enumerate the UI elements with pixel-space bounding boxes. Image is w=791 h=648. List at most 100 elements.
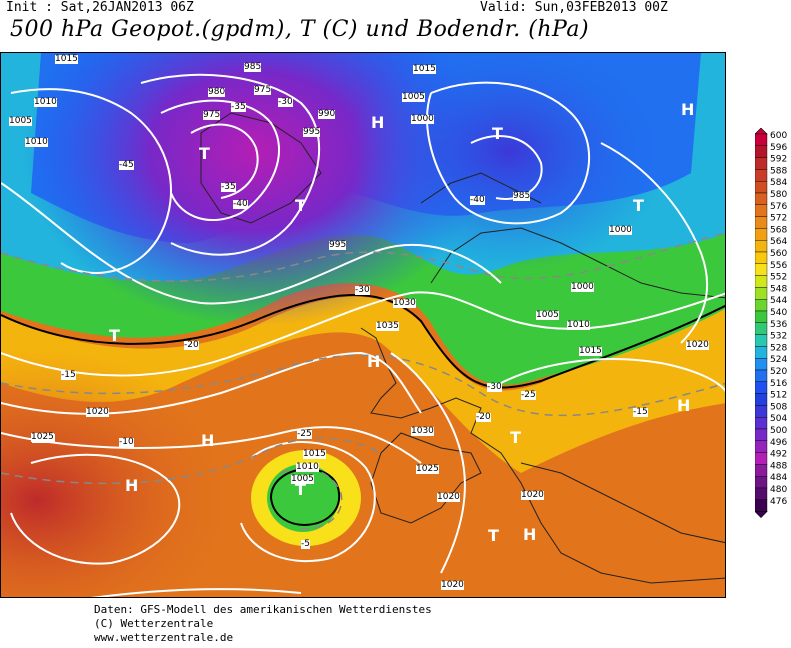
isobar-label: 1000 [571, 282, 594, 292]
isobar-label: 1005 [536, 310, 559, 320]
isotherm-label: -35 [221, 182, 236, 192]
legend-swatch [754, 145, 768, 158]
legend-level-label: 524 [770, 355, 787, 365]
legend-level-label: 548 [770, 284, 787, 294]
low-pressure-symbol: T [488, 526, 499, 545]
isobar-label: 1020 [86, 407, 109, 417]
legend-swatch [754, 334, 768, 347]
isotherm-label: -5 [301, 539, 310, 549]
low-pressure-symbol: T [295, 480, 306, 499]
legend-swatch [754, 310, 768, 324]
isotherm-label: -10 [119, 437, 134, 447]
high-pressure-symbol: H [681, 100, 695, 119]
isobar-label: 985 [244, 62, 262, 72]
legend-swatch [754, 133, 768, 147]
weather-map-canvas [1, 53, 725, 597]
legend-level-label: 572 [770, 214, 787, 224]
isobar-label: 1015 [55, 54, 78, 64]
legend-swatch [754, 239, 768, 253]
legend-swatch [754, 298, 768, 312]
legend-level-label: 552 [770, 273, 787, 283]
isobar-label: 1030 [411, 426, 434, 436]
legend-level-label: 532 [770, 332, 787, 342]
legend-swatch [754, 417, 768, 430]
legend-swatch [754, 440, 768, 453]
legend-level-label: 528 [770, 343, 787, 353]
isotherm-label: -25 [521, 390, 536, 400]
legend-level-label: 600 [770, 131, 787, 141]
legend-swatch [754, 357, 768, 371]
low-pressure-symbol: T [199, 144, 210, 163]
isobar-label: 1000 [411, 114, 434, 124]
isobar-label: 975 [203, 110, 221, 120]
legend-swatch [754, 275, 768, 288]
legend-level-label: 568 [770, 225, 787, 235]
high-pressure-symbol: H [523, 525, 537, 544]
isobar-label: 980 [208, 87, 226, 97]
data-source: Daten: GFS-Modell des amerikanischen Wet… [94, 603, 432, 616]
cutoff-low-inner [267, 464, 339, 532]
legend-level-label: 504 [770, 414, 787, 424]
color-scale-legend: 600 596 592 588 584 580 576 572 568 564 560 556 552 5… [754, 127, 791, 533]
legend-swatch [754, 169, 768, 182]
legend-swatch [754, 157, 768, 170]
isotherm-label: -40 [470, 195, 485, 205]
isotherm-label: -15 [633, 407, 648, 417]
legend-bottom-arrow [754, 511, 768, 519]
legend-swatch [754, 228, 768, 241]
isobar-label: 1025 [416, 464, 439, 474]
map-title: 500 hPa Geopot.(gpdm), T (C) und Bodendr… [10, 17, 590, 42]
legend-level-label: 556 [770, 261, 787, 271]
isobar-label: 1020 [437, 492, 460, 502]
legend-swatch [754, 487, 768, 501]
isobar-label: 975 [254, 85, 272, 95]
isotherm-label: -20 [184, 340, 199, 350]
isobar-label: 1015 [303, 449, 326, 459]
isobar-label: 1010 [34, 97, 57, 107]
legend-swatch [754, 369, 768, 383]
legend-level-label: 512 [770, 391, 787, 401]
legend-swatch [754, 499, 768, 512]
isotherm-label: -30 [278, 97, 293, 107]
legend-level-label: 580 [770, 190, 787, 200]
legend-level-label: 596 [770, 143, 787, 153]
legend-swatch [754, 452, 768, 465]
isobar-label: 990 [318, 109, 336, 119]
legend-swatch [754, 181, 768, 194]
high-pressure-symbol: H [125, 476, 139, 495]
isobar-label: 1020 [441, 580, 464, 590]
legend-swatch [754, 263, 768, 276]
legend-level-label: 520 [770, 367, 787, 377]
legend-swatch [754, 464, 768, 477]
isobar-label: 1020 [686, 340, 709, 350]
isobar-label: 1005 [9, 116, 32, 126]
weather-map: 1015 985 975 980 975 990 995 1010 1005 1… [0, 52, 726, 598]
legend-level-label: 540 [770, 308, 787, 318]
legend-level-label: 576 [770, 202, 787, 212]
legend-level-label: 480 [770, 485, 787, 495]
legend-level-label: 592 [770, 155, 787, 165]
isobar-label: 995 [329, 240, 347, 250]
low-pressure-symbol: T [295, 196, 306, 215]
isotherm-label: -30 [355, 285, 370, 295]
legend-swatch [754, 287, 768, 300]
legend-swatch [754, 428, 768, 442]
valid-time: Valid: Sun,03FEB2013 00Z [480, 0, 668, 15]
legend-swatch [754, 393, 768, 406]
low-pressure-symbol: T [109, 326, 120, 345]
isotherm-label: -35 [231, 102, 246, 112]
legend-swatch [754, 216, 768, 229]
copyright: (C) Wetterzentrale [94, 617, 214, 630]
isotherm-label: -25 [297, 429, 312, 439]
legend-level-label: 508 [770, 402, 787, 412]
cutoff-boundary [269, 468, 341, 526]
isotherm-label: -40 [233, 199, 248, 209]
isobar-label: 1010 [25, 137, 48, 147]
high-pressure-symbol: H [677, 396, 691, 415]
legend-level-label: 476 [770, 497, 787, 507]
legend-swatch [754, 381, 768, 394]
legend-level-label: 484 [770, 473, 787, 483]
low-pressure-symbol: T [633, 196, 644, 215]
legend-top-arrow [754, 127, 768, 135]
isobar-label: 995 [303, 127, 321, 137]
